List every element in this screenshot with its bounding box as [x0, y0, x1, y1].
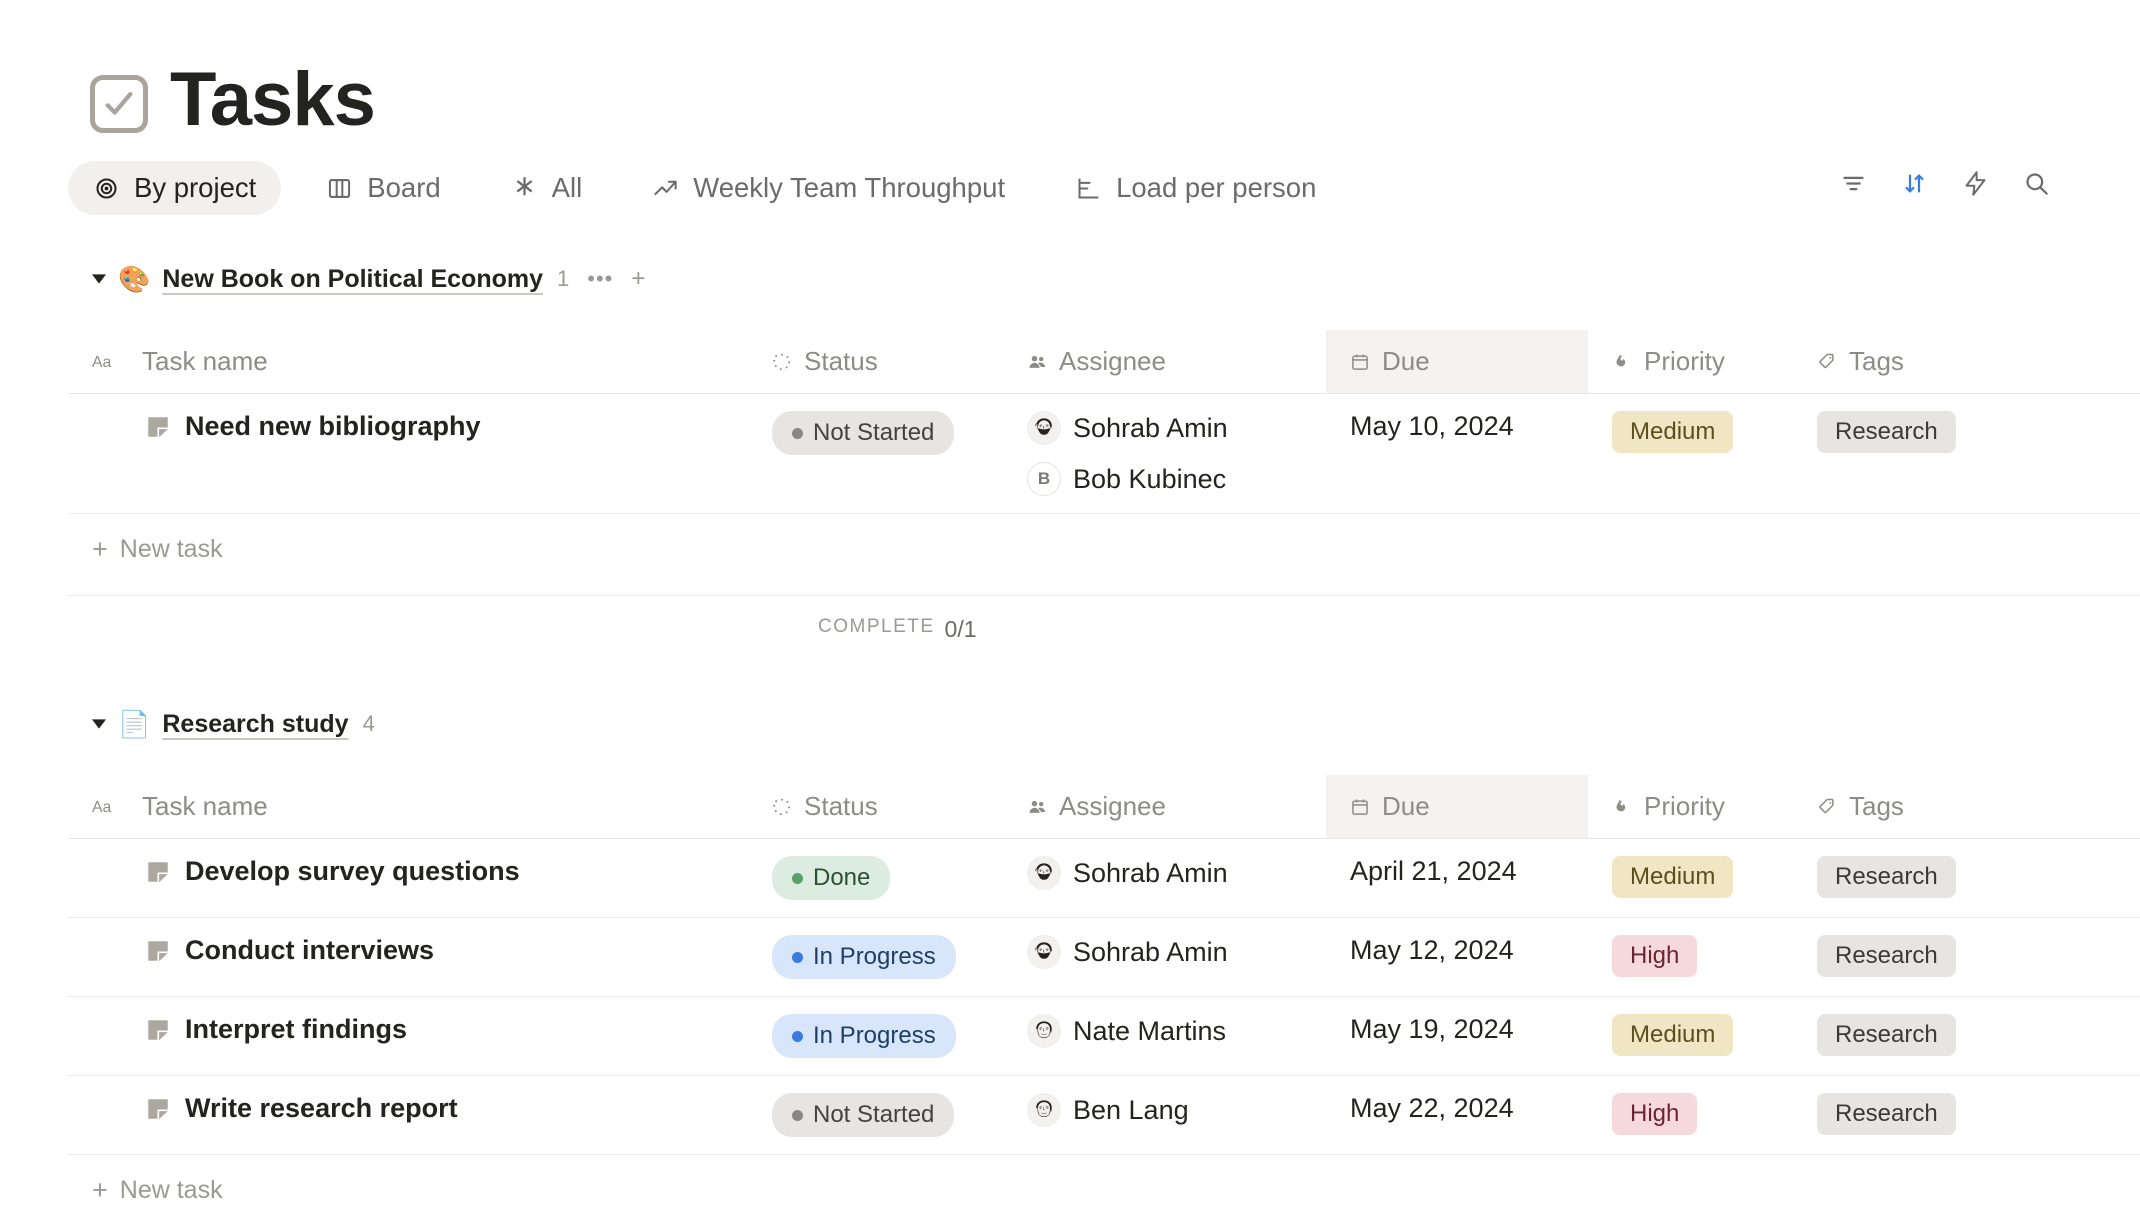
svg-text:Aa: Aa [92, 354, 112, 371]
svg-text:Aa: Aa [92, 799, 112, 816]
